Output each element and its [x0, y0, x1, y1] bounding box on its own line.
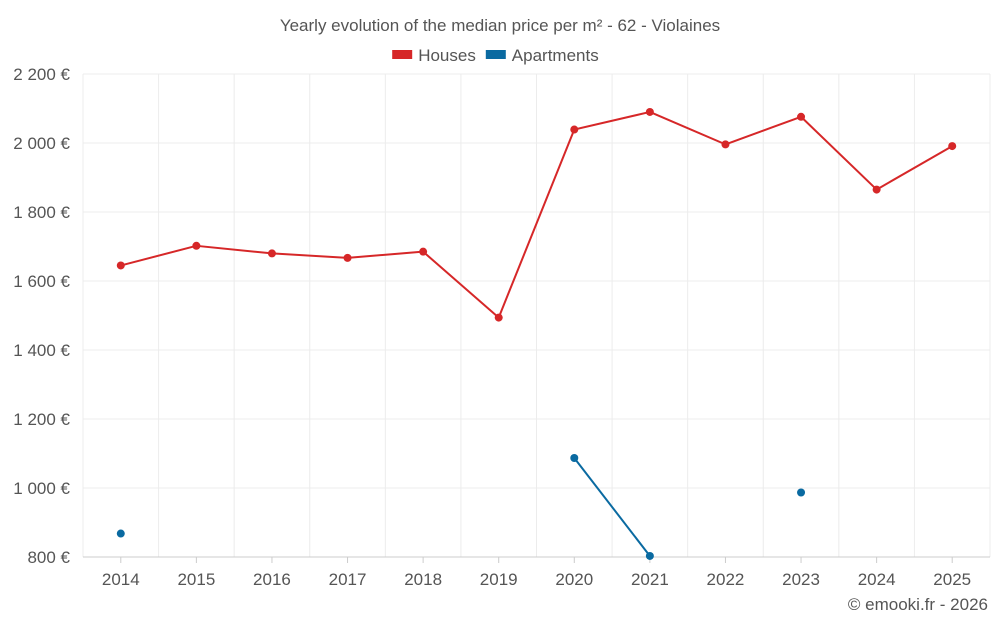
series-apartments	[116, 453, 806, 560]
apartments-point-2014[interactable]	[116, 529, 125, 538]
houses-line-segment	[347, 250, 424, 259]
series-houses	[116, 107, 957, 322]
x-tick-label: 2016	[253, 570, 291, 589]
y-tick-label: 1 400 €	[13, 341, 70, 360]
y-tick-label: 1 600 €	[13, 272, 70, 291]
apartments-point-2023[interactable]	[797, 488, 806, 497]
houses-point-2024[interactable]	[872, 185, 881, 194]
houses-point-2016[interactable]	[267, 249, 276, 258]
houses-line-segment	[649, 111, 726, 146]
houses-line-segment	[876, 145, 953, 191]
houses-point-2022[interactable]	[721, 140, 730, 149]
legend-label: Houses	[418, 46, 476, 65]
x-tick-label: 2020	[555, 570, 593, 589]
y-tick-label: 1 800 €	[13, 203, 70, 222]
houses-point-2014[interactable]	[116, 261, 125, 270]
y-tick-label: 800 €	[27, 548, 70, 567]
houses-point-2021[interactable]	[645, 107, 654, 116]
x-axis: 2014 2015 2016 2017 2018 2019 2020 2021 2022 2023…	[83, 556, 990, 589]
x-tick-label: 2022	[707, 570, 745, 589]
chart-title: Yearly evolution of the median price per…	[280, 16, 720, 35]
houses-line-segment	[120, 244, 197, 267]
legend-item-houses[interactable]: Houses	[392, 46, 476, 65]
houses-point-2020[interactable]	[570, 125, 579, 134]
legend-swatch	[392, 50, 413, 59]
x-tick-label: 2023	[782, 570, 820, 589]
grid	[82, 73, 991, 557]
houses-line-segment	[271, 252, 348, 259]
apartments-line-segment	[573, 457, 651, 557]
houses-point-2025[interactable]	[948, 142, 957, 151]
x-tick-label: 2019	[480, 570, 518, 589]
copyright-text: © emooki.fr - 2026	[848, 595, 988, 614]
x-tick-label: 2025	[933, 570, 971, 589]
legend: Houses Apartments	[392, 46, 599, 65]
houses-line-segment	[800, 116, 878, 191]
houses-line-segment	[196, 244, 273, 255]
houses-point-2015[interactable]	[192, 241, 201, 250]
y-tick-label: 1 000 €	[13, 479, 70, 498]
x-tick-label: 2015	[177, 570, 215, 589]
houses-line-segment	[422, 250, 500, 319]
legend-item-apartments[interactable]: Apartments	[485, 46, 599, 65]
houses-line-segment	[497, 129, 576, 318]
houses-point-2019[interactable]	[494, 313, 503, 322]
series-layer	[116, 107, 957, 560]
apartments-point-2020[interactable]	[570, 453, 579, 462]
houses-line-segment	[725, 115, 802, 146]
apartments-point-2021[interactable]	[645, 551, 654, 560]
y-tick-label: 2 000 €	[13, 134, 70, 153]
x-tick-label: 2024	[858, 570, 896, 589]
legend-label: Apartments	[512, 46, 599, 65]
houses-point-2017[interactable]	[343, 253, 352, 262]
houses-point-2023[interactable]	[797, 112, 806, 121]
x-tick-label: 2014	[102, 570, 140, 589]
houses-line-segment	[574, 110, 651, 131]
y-tick-label: 2 200 €	[13, 65, 70, 84]
x-tick-label: 2017	[329, 570, 367, 589]
legend-swatch	[485, 50, 506, 59]
x-tick-label: 2018	[404, 570, 442, 589]
x-tick-label: 2021	[631, 570, 669, 589]
y-tick-label: 1 200 €	[13, 410, 70, 429]
houses-point-2018[interactable]	[419, 247, 428, 256]
y-axis: 800 € 1 000 € 1 200 € 1 400 € 1 600 € 1 800 €…	[13, 65, 70, 567]
